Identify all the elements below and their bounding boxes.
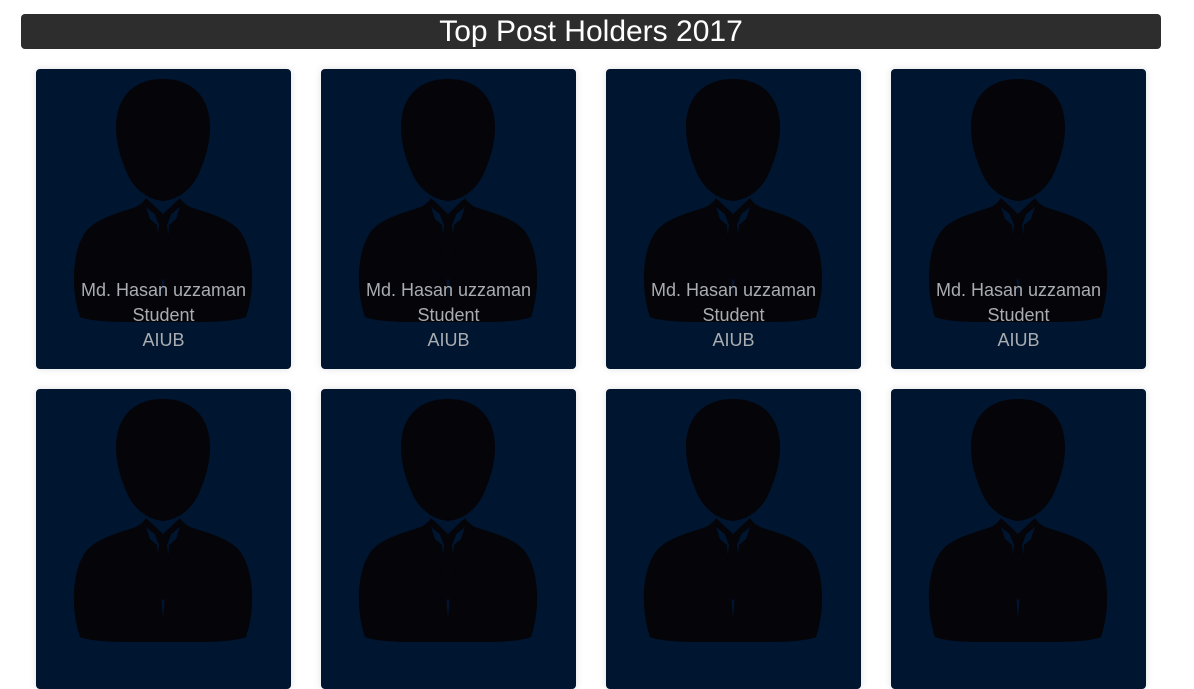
card-caption: Md. Hasan uzzaman Student AIUB [321,278,576,353]
post-holder-card[interactable]: Md. Hasan uzzaman Student AIUB [891,69,1146,369]
card-caption: Md. Hasan uzzaman Student AIUB [606,278,861,353]
card-caption: Md. Hasan uzzaman Student AIUB [891,278,1146,353]
card-caption: Md. Hasan uzzaman Student AIUB [36,278,291,353]
post-holder-card[interactable] [606,389,861,689]
post-holder-card[interactable] [891,389,1146,689]
holder-org: AIUB [891,328,1146,353]
person-silhouette-icon [891,389,1146,689]
holder-role: Student [606,303,861,328]
person-silhouette-icon [321,389,576,689]
holder-name: Md. Hasan uzzaman [321,278,576,303]
page-header: Top Post Holders 2017 [21,14,1161,49]
holder-org: AIUB [36,328,291,353]
holder-name: Md. Hasan uzzaman [606,278,861,303]
holder-org: AIUB [606,328,861,353]
holder-role: Student [321,303,576,328]
post-holder-card[interactable]: Md. Hasan uzzaman Student AIUB [36,69,291,369]
person-silhouette-icon [36,389,291,689]
post-holder-card[interactable] [321,389,576,689]
holder-role: Student [36,303,291,328]
holder-role: Student [891,303,1146,328]
post-holder-card[interactable] [36,389,291,689]
post-holder-card[interactable]: Md. Hasan uzzaman Student AIUB [321,69,576,369]
page-title: Top Post Holders 2017 [439,14,743,49]
post-holder-grid: Md. Hasan uzzaman Student AIUB Md. Hasan… [36,69,1146,689]
person-silhouette-icon [606,389,861,689]
post-holder-card[interactable]: Md. Hasan uzzaman Student AIUB [606,69,861,369]
holder-org: AIUB [321,328,576,353]
holder-name: Md. Hasan uzzaman [36,278,291,303]
holder-name: Md. Hasan uzzaman [891,278,1146,303]
